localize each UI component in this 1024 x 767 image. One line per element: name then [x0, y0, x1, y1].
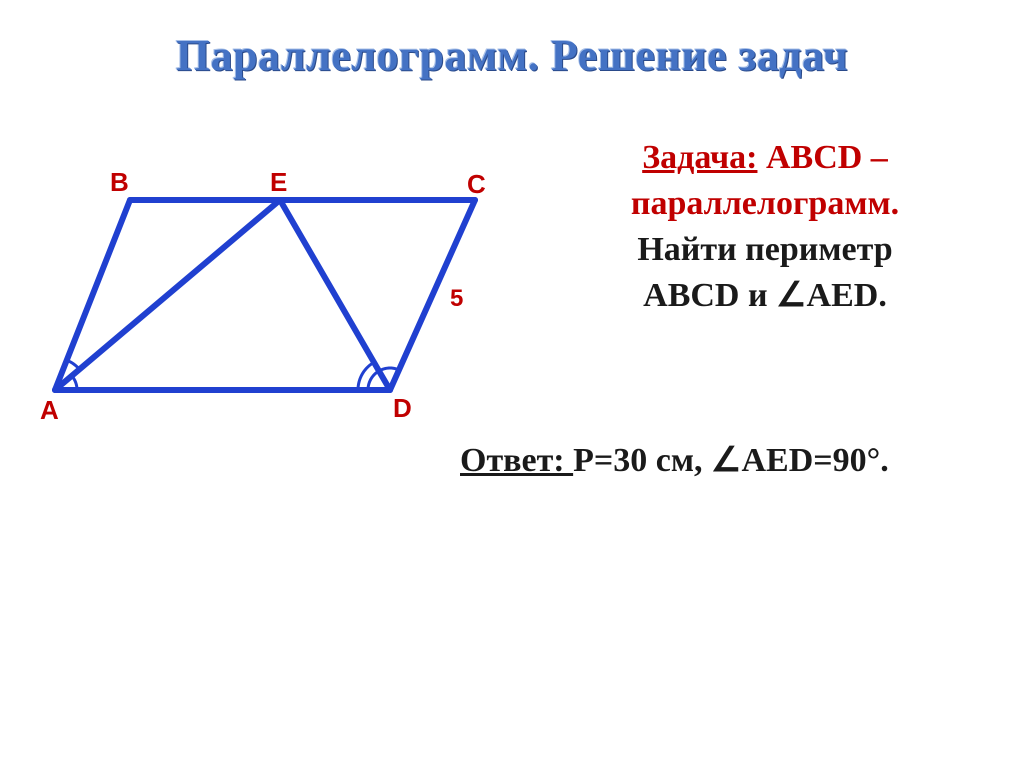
problem-line3: Найти периметр [637, 231, 892, 268]
vertex-label-a: A [40, 395, 59, 426]
vertex-label-d: D [393, 393, 412, 424]
vertex-label-c: C [467, 169, 486, 200]
side-label-cd: 5 [450, 285, 463, 313]
answer-text-block: Ответ: P=30 см, ∠AED=90°. [460, 440, 1010, 480]
problem-line4: ABCD и ∠AED. [643, 277, 887, 314]
vertex-label-b: B [110, 167, 129, 198]
parallelogram-svg [35, 175, 505, 420]
slide-title: Параллелограмм. Решение задач [0, 30, 1024, 81]
problem-line1: ABCD – [757, 139, 887, 176]
answer-label: Ответ: [460, 442, 573, 479]
geometry-figure: A B E C D 5 [35, 175, 505, 420]
problem-line2: параллелограмм. [631, 185, 899, 222]
vertex-label-e: E [270, 167, 287, 198]
problem-text-block: Задача: ABCD – параллелограмм. Найти пер… [540, 135, 990, 319]
answer-text: P=30 см, ∠AED=90°. [573, 442, 889, 479]
problem-label: Задача: [642, 139, 757, 176]
